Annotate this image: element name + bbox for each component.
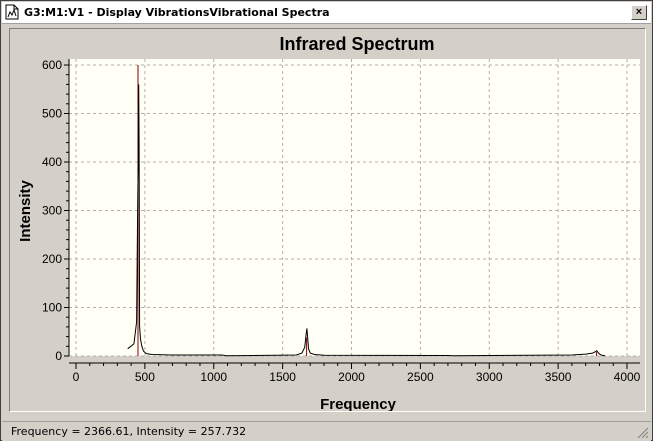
y-tick-label: 300	[42, 204, 62, 218]
chart-panel: Infrared Spectrum 0 100 200 300 400 500 600 0 5…	[9, 28, 646, 413]
y-axis-label: Intensity	[17, 180, 34, 242]
x-tick-label: 2000	[338, 370, 365, 384]
x-tick-label: 500	[135, 370, 155, 384]
y-tick-label: 100	[42, 301, 62, 315]
title-bar[interactable]: G3:M1:V1 - Display VibrationsVibrational…	[2, 2, 651, 24]
x-tick-label: 0	[73, 370, 80, 384]
x-tick-label: 1500	[269, 370, 296, 384]
y-tick-label: 600	[42, 58, 62, 72]
x-tick-label: 3000	[476, 370, 503, 384]
close-button[interactable]: ×	[631, 5, 647, 20]
x-tick-label: 1000	[200, 370, 227, 384]
grid-lines	[69, 59, 640, 357]
y-tick-label: 0	[55, 349, 62, 363]
y-tick-label: 400	[42, 155, 62, 169]
plot-area[interactable]	[69, 59, 640, 356]
spectrum-series	[127, 65, 606, 357]
close-icon: ×	[635, 6, 643, 18]
chart-title: Infrared Spectrum	[279, 34, 434, 54]
x-axis-label: Frequency	[320, 396, 397, 411]
y-tick-label: 200	[42, 252, 62, 266]
x-tick-label: 3500	[545, 370, 572, 384]
y-tick-label: 500	[42, 107, 62, 121]
x-axis-ticks: 0 500 1000 1500 2000 2500 3000 3500 4000	[73, 363, 641, 384]
status-readout: Frequency = 2366.61, Intensity = 257.732	[11, 425, 247, 438]
spectrum-line	[127, 84, 606, 357]
x-tick-label: 4000	[614, 370, 641, 384]
window-title: G3:M1:V1 - Display VibrationsVibrational…	[24, 6, 330, 19]
document-chart-icon	[5, 4, 19, 20]
x-tick-label: 2500	[407, 370, 434, 384]
infrared-spectrum-chart[interactable]: Infrared Spectrum 0 100 200 300 400 500 600 0 5…	[10, 29, 645, 413]
resize-grip-icon[interactable]	[637, 427, 649, 439]
y-axis-ticks: 0 100 200 300 400 500 600	[42, 58, 69, 363]
status-bar: Frequency = 2366.61, Intensity = 257.732	[2, 421, 651, 441]
